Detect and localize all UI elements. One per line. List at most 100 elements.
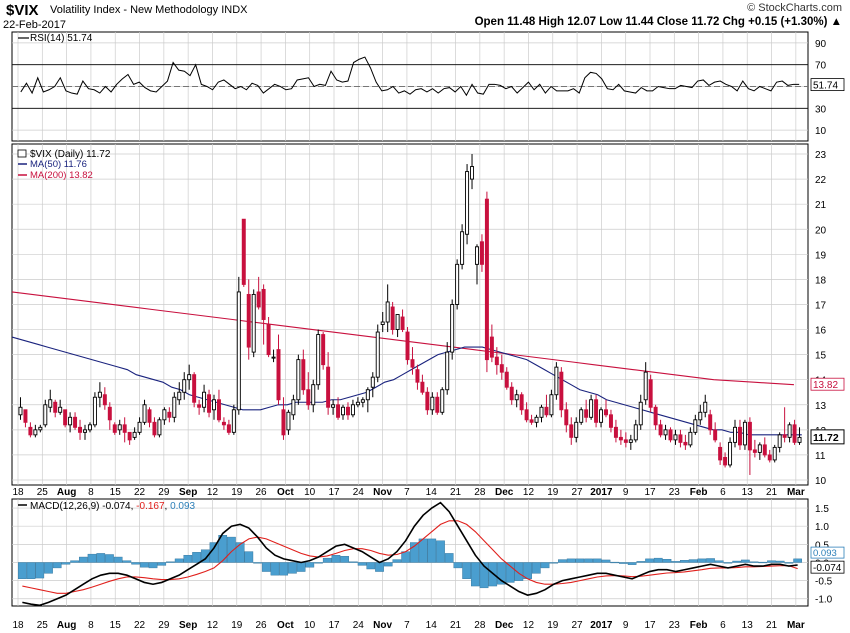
price-x-tick-label: 15 [110, 487, 122, 498]
candle-body [296, 359, 301, 401]
macd-x-tick-label: 2017 [590, 620, 613, 631]
candle-body [415, 369, 420, 383]
macd-y-tick-label: -1.0 [815, 595, 833, 606]
candle-body [38, 426, 43, 431]
candle-body [579, 409, 584, 423]
macd-histogram-bar [749, 561, 759, 563]
candle-body [212, 399, 216, 411]
macd-legend: MACD(12,26,9) -0.074, -0.167, 0.093 [30, 501, 196, 512]
candle-body [251, 293, 256, 353]
candle-body [167, 411, 172, 418]
price-x-tick-label: 28 [474, 487, 486, 498]
macd-histogram-bar [340, 556, 350, 563]
candle-body [107, 406, 112, 421]
price-x-tick-label: 19 [231, 487, 243, 498]
macd-x-tick-label: 19 [547, 620, 559, 631]
price-x-tick-label: 19 [547, 487, 559, 498]
candle-body [643, 371, 648, 401]
candle-body [271, 356, 276, 359]
macd-histogram-bar [183, 555, 193, 563]
macd-histogram-bar [505, 562, 515, 583]
candle-body [683, 441, 688, 446]
candle-body [618, 436, 623, 441]
price-y-tick-label: 23 [815, 150, 827, 161]
candle-body [73, 416, 78, 428]
price-x-tick-label: 6 [720, 487, 726, 498]
macd-x-tick-label: 21 [450, 620, 462, 631]
macd-histogram-bar [470, 562, 480, 587]
candle-body [747, 421, 752, 451]
macd-histogram-bar [322, 557, 332, 563]
macd-histogram-bar [113, 556, 123, 563]
candle-body [420, 381, 425, 393]
candle-body [281, 409, 286, 436]
rsi-value-tag: 51.74 [813, 81, 838, 92]
price-y-tick-label: 22 [815, 175, 827, 186]
macd-histogram-bar [35, 562, 45, 579]
candle-body [375, 331, 380, 378]
macd-histogram-bar [636, 561, 646, 563]
macd-histogram-bar [261, 562, 271, 572]
candle-body [266, 324, 271, 356]
candle-body [440, 389, 445, 413]
candle-body [445, 351, 450, 391]
price-x-tick-label: 17 [328, 487, 340, 498]
candle-body [58, 406, 63, 413]
rsi-y-tick-label: 70 [815, 61, 827, 72]
candle-body [410, 359, 415, 368]
price-value-box [810, 429, 845, 445]
candle-body [122, 424, 127, 433]
candle-body [311, 384, 316, 406]
candle-body [246, 293, 251, 348]
candle-body [197, 404, 202, 408]
candle-body [723, 456, 728, 466]
macd-histogram-bar [706, 558, 715, 563]
macd-histogram-bar [44, 562, 53, 574]
candle-body [470, 166, 475, 180]
price-x-tick-label: 24 [353, 487, 365, 498]
macd-histogram-bar [314, 562, 323, 564]
candle-body [688, 431, 693, 446]
candle-body [633, 424, 638, 441]
price-x-tick-label: 12 [523, 487, 535, 498]
candle-body [87, 424, 92, 431]
macd-x-tick-label: 24 [353, 620, 365, 631]
macd-histogram-bar [87, 553, 97, 563]
candle-body [97, 391, 102, 398]
macd-histogram-bar [122, 560, 132, 563]
macd-histogram-bar [723, 562, 733, 564]
macd-x-tick-label: 22 [134, 620, 146, 631]
candle-body [321, 334, 326, 366]
candle-body [226, 424, 231, 433]
candle-body [728, 441, 733, 466]
macd-histogram-bar [410, 542, 419, 563]
price-x-tick-label: 12 [207, 487, 219, 498]
candle-body [276, 349, 281, 401]
candle-body [465, 171, 470, 235]
candle-body [182, 379, 187, 393]
candle-body [628, 439, 633, 443]
candle-body [221, 421, 226, 426]
rsi-y-tick-label: 10 [815, 126, 827, 137]
macd-x-tick-label: 23 [669, 620, 681, 631]
macd-x-tick-label: Oct [277, 620, 294, 631]
price-x-tick-label: 14 [426, 487, 438, 498]
candle-body [608, 414, 613, 428]
candle-body [82, 429, 87, 433]
price-x-tick-label: 22 [134, 487, 146, 498]
rsi-y-tick-label: 90 [815, 39, 827, 50]
ma50-line [11, 336, 802, 436]
macd-histogram-bar [227, 536, 236, 563]
macd-x-tick-label: 27 [572, 620, 584, 631]
candle-body [599, 409, 604, 423]
chart-date: 22-Feb-2017 [3, 19, 66, 31]
macd-x-tick-label: Feb [690, 620, 708, 631]
macd-histogram-bar [653, 557, 663, 563]
macd-x-tick-label: 14 [426, 620, 438, 631]
price-x-tick-label: Mar [787, 487, 805, 498]
price-y-tick-label: 13 [815, 401, 827, 412]
price-x-tick-label: 8 [88, 487, 94, 498]
candle-body [772, 446, 777, 461]
candle-body [752, 449, 757, 453]
macd-y-tick-label: 0.5 [815, 540, 829, 551]
